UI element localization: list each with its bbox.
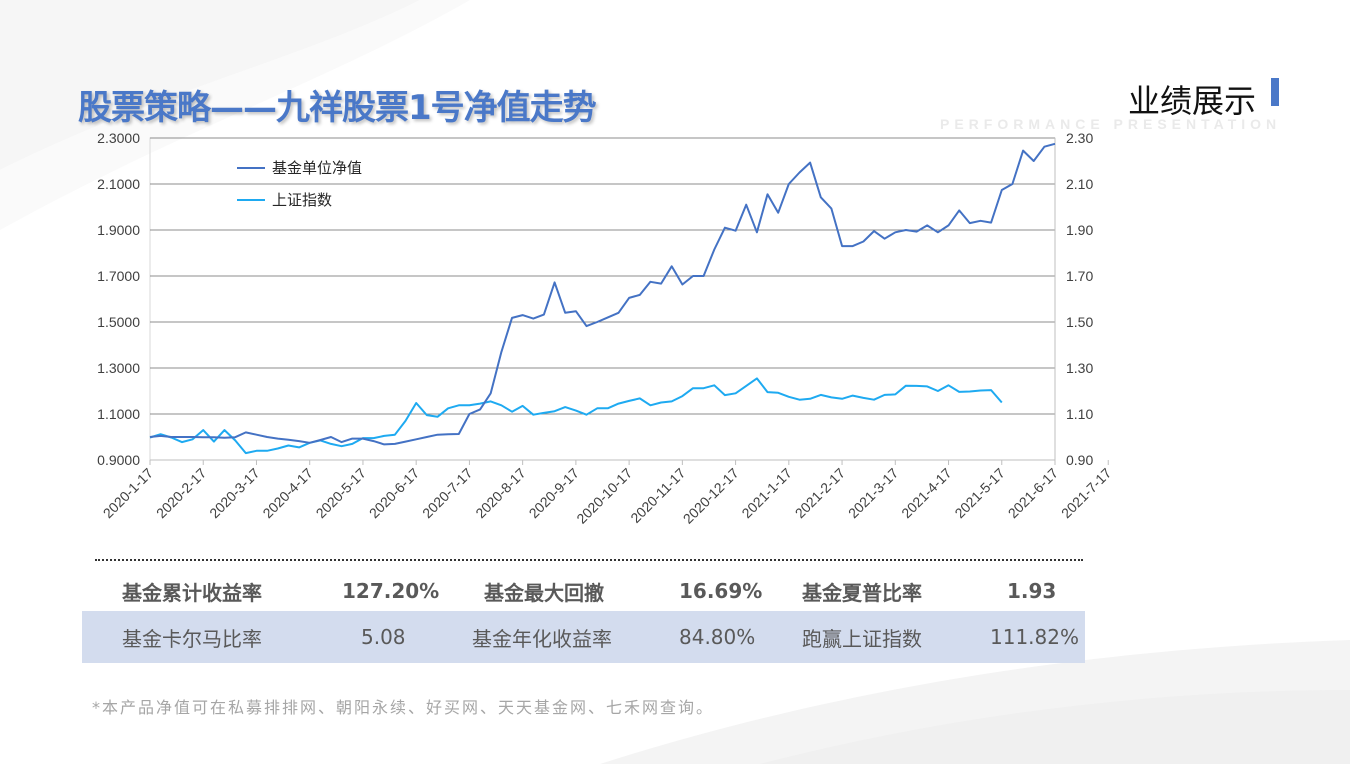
stats-row: 基金累计收益率 127.20% 基金最大回撤 16.69% 基金夏普比率 1.9… [82, 567, 1085, 615]
x-tick-label: 2020-9-17 [526, 465, 583, 522]
x-tick-label: 2020-12-17 [680, 465, 742, 527]
stat-label-cumulative-return: 基金累计收益率 [122, 580, 262, 605]
y2-tick-label: 2.30 [1066, 130, 1093, 146]
stat-label-outperform-index: 跑赢上证指数 [802, 626, 922, 651]
legend-label: 上证指数 [272, 191, 332, 209]
stat-label-max-drawdown: 基金最大回撤 [484, 580, 604, 605]
stat-value-cumulative-return: 127.20% [342, 579, 440, 603]
stat-value-calmar: 5.08 [361, 625, 406, 649]
dotted-divider [95, 559, 1083, 561]
stat-label-calmar: 基金卡尔马比率 [122, 626, 262, 651]
footnote: *本产品净值可在私募排排网、朝阳永续、好买网、天天基金网、七禾网查询。 [92, 698, 715, 717]
section-subtitle: PERFORMANCE PRESENTATION [940, 116, 1282, 132]
stat-label-annual-return: 基金年化收益率 [472, 626, 612, 651]
stat-value-outperform-index: 111.82% [990, 625, 1079, 649]
x-tick-label: 2021-5-17 [951, 465, 1008, 522]
y-tick-label: 0.9000 [97, 452, 140, 468]
y-tick-label: 1.3000 [97, 360, 140, 376]
y-tick-label: 1.1000 [97, 406, 140, 422]
stat-value-annual-return: 84.80% [679, 625, 756, 649]
y-tick-label: 1.5000 [97, 314, 140, 330]
x-tick-label: 2020-7-17 [419, 465, 476, 522]
stats-table: 基金累计收益率 127.20% 基金最大回撤 16.69% 基金夏普比率 1.9… [82, 567, 1085, 663]
x-tick-label: 2020-2-17 [153, 465, 210, 522]
stats-row: 基金卡尔马比率 5.08 基金年化收益率 84.80% 跑赢上证指数 111.8… [82, 611, 1085, 663]
x-tick-label: 2021-6-17 [1005, 465, 1062, 522]
x-tick-label: 2021-1-17 [738, 465, 795, 522]
y-tick-label: 2.3000 [97, 130, 140, 146]
x-tick-label: 2020-10-17 [573, 465, 635, 527]
plot-area [149, 137, 1056, 461]
x-tick-label: 2020-8-17 [472, 465, 529, 522]
stat-value-max-drawdown: 16.69% [679, 579, 763, 603]
x-tick-label: 2021-7-17 [1058, 465, 1115, 522]
y2-tick-label: 1.10 [1066, 406, 1093, 422]
x-tick-label: 2021-3-17 [845, 465, 902, 522]
y2-tick-label: 0.90 [1066, 452, 1093, 468]
y-tick-label: 1.7000 [97, 268, 140, 284]
stat-label-sharpe: 基金夏普比率 [802, 580, 922, 605]
nav-series-line [149, 142, 1056, 446]
y-tick-label: 1.9000 [97, 222, 140, 238]
y-tick-label: 2.1000 [97, 176, 140, 192]
y2-tick-label: 1.50 [1066, 314, 1093, 330]
section-title: 业绩展示 [1127, 82, 1256, 120]
y2-tick-label: 1.30 [1066, 360, 1093, 376]
index-series-line [149, 377, 1003, 455]
page-title: 股票策略——九祥股票1号净值走势 [78, 88, 597, 128]
stat-value-sharpe: 1.93 [1007, 579, 1057, 603]
y2-tick-label: 1.70 [1066, 268, 1093, 284]
x-tick-label: 2020-4-17 [259, 465, 316, 522]
x-tick-label: 2021-2-17 [792, 465, 849, 522]
x-tick-label: 2020-6-17 [366, 465, 423, 522]
legend-label: 基金单位净值 [272, 159, 362, 177]
x-tick-label: 2020-11-17 [627, 465, 688, 526]
y2-tick-label: 1.90 [1066, 222, 1093, 238]
x-tick-label: 2021-4-17 [898, 465, 955, 522]
x-tick-label: 2020-5-17 [313, 465, 370, 522]
y2-tick-label: 2.10 [1066, 176, 1093, 192]
nav-line-chart: 2.3000 2.30 2.1000 2.10 1.9000 1.90 1.7000 1.70… [97, 130, 1115, 527]
x-tick-label: 2020-3-17 [206, 465, 263, 522]
section-accent-bar [1271, 78, 1279, 106]
x-tick-label: 2020-1-17 [100, 465, 157, 522]
